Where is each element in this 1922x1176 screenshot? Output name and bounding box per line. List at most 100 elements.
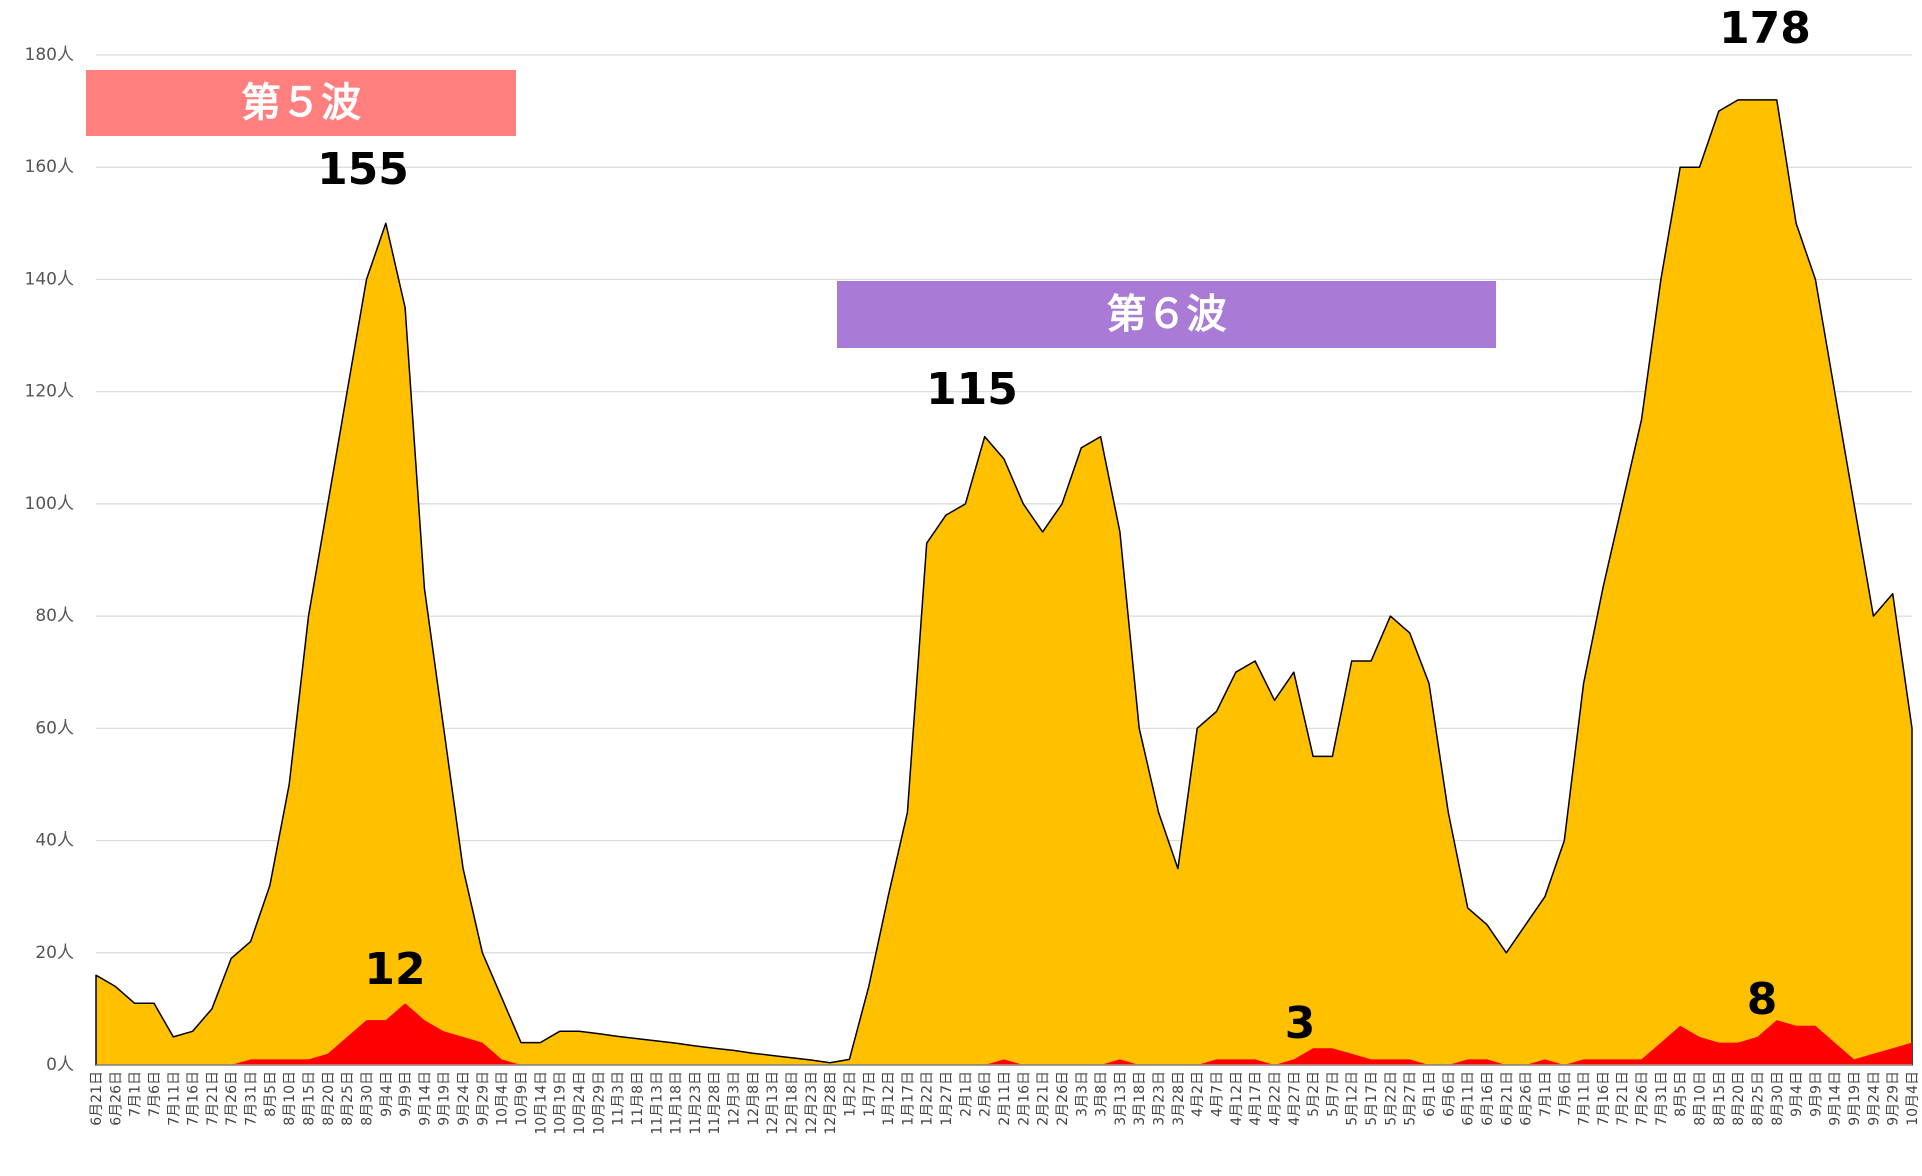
y-tick-label: 60人 [35,718,74,738]
x-tick-label: 2月21日 [1036,1071,1052,1126]
x-tick-label: 5月12日 [1345,1071,1361,1126]
x-tick-label: 6月1日 [1422,1071,1438,1117]
x-tick-label: 6月26日 [1519,1071,1535,1126]
annotation: 115 [926,364,1018,415]
x-tick-label: 11月23日 [688,1071,704,1135]
x-tick-label: 3月23日 [1152,1071,1168,1126]
x-tick-label: 8月30日 [359,1071,375,1126]
x-tick-label: 11月28日 [707,1071,723,1135]
x-tick-label: 1月7日 [862,1071,878,1117]
x-tick-label: 7月26日 [224,1071,240,1126]
x-tick-label: 9月29日 [475,1071,491,1126]
x-tick-label: 1月22日 [920,1071,936,1126]
x-tick-label: 3月28日 [1171,1071,1187,1126]
x-tick-label: 8月15日 [1712,1071,1728,1126]
x-tick-label: 6月26日 [108,1071,124,1126]
x-tick-label: 5月27日 [1403,1071,1419,1126]
x-tick-label: 8月5日 [1673,1071,1689,1117]
annotation: 155 [317,144,409,195]
y-tick-label: 100人 [25,494,74,514]
x-tick-label: 10月19日 [553,1071,569,1135]
x-tick-label: 11月8日 [630,1071,646,1126]
x-tick-label: 7月11日 [166,1071,182,1126]
x-tick-label: 4月2日 [1190,1071,1206,1117]
x-tick-label: 12月3日 [727,1071,743,1126]
x-tick-label: 8月5日 [263,1071,279,1117]
x-tick-label: 8月25日 [1750,1071,1766,1126]
x-tick-label: 8月20日 [321,1071,337,1126]
x-tick-label: 10月4日 [495,1071,511,1126]
x-tick-label: 11月18日 [669,1071,685,1135]
x-tick-label: 9月14日 [417,1071,433,1126]
x-tick-label: 9月14日 [1828,1071,1844,1126]
x-tick-label: 8月30日 [1770,1071,1786,1126]
x-tick-label: 2月16日 [1016,1071,1032,1126]
y-tick-label: 180人 [25,45,74,65]
x-tick-label: 8月20日 [1731,1071,1747,1126]
x-tick-label: 10月9日 [514,1071,530,1126]
x-tick-label: 6月21日 [89,1071,105,1126]
x-tick-label: 11月3日 [611,1071,627,1126]
area [96,1003,1912,1065]
y-tick-label: 140人 [25,269,74,289]
x-tick-label: 10月14日 [533,1071,549,1135]
x-tick-label: 4月22日 [1267,1071,1283,1126]
x-tick-label: 7月6日 [147,1071,163,1117]
x-tick-label: 9月24日 [1866,1071,1882,1126]
annotation: 178 [1719,3,1811,54]
x-tick-label: 10月29日 [591,1071,607,1135]
x-tick-label: 7月6日 [1557,1071,1573,1117]
x-tick-label: 7月21日 [205,1071,221,1126]
x-tick-label: 1月2日 [842,1071,858,1117]
y-tick-label: 0人 [46,1055,74,1075]
x-tick-label: 12月18日 [784,1071,800,1135]
x-tick-label: 5月22日 [1383,1071,1399,1126]
x-tick-label: 8月15日 [302,1071,318,1126]
x-tick-label: 2月6日 [978,1071,994,1117]
x-tick-label: 8月10日 [282,1071,298,1126]
area [95,99,1913,1066]
x-tick-label: 2月1日 [958,1071,974,1117]
x-tick-label: 5月17日 [1364,1071,1380,1126]
x-tick-label: 12月28日 [823,1071,839,1135]
x-tick-label: 7月1日 [128,1071,144,1117]
x-tick-label: 7月31日 [1654,1071,1670,1126]
x-tick-label: 7月1日 [1538,1071,1554,1117]
x-tick-label: 7月31日 [244,1071,260,1126]
x-tick-label: 7月16日 [186,1071,202,1126]
y-tick-label: 20人 [35,943,74,963]
x-tick-label: 9月4日 [1789,1071,1805,1117]
y-tick-label: 40人 [35,831,74,851]
x-tick-label: 9月4日 [379,1071,395,1117]
x-tick-label: 10月24日 [572,1071,588,1135]
x-tick-label: 7月26日 [1635,1071,1651,1126]
x-tick-label: 2月26日 [1055,1071,1071,1126]
banner-text: 第５波 [241,80,361,126]
banner [86,70,516,136]
x-tick-label: 12月23日 [804,1071,820,1135]
annotation: 3 [1285,998,1316,1049]
y-tick-label: 160人 [25,157,74,177]
x-tick-label: 12月13日 [765,1071,781,1135]
x-tick-label: 1月17日 [900,1071,916,1126]
x-tick-label: 4月7日 [1210,1071,1226,1117]
x-tick-label: 4月17日 [1248,1071,1264,1126]
x-tick-label: 9月9日 [398,1071,414,1117]
banner-text: 第６波 [1107,292,1227,338]
x-tick-label: 3月8日 [1094,1071,1110,1117]
banner [837,281,1496,348]
x-tick-label: 3月3日 [1074,1071,1090,1117]
x-tick-label: 1月27日 [939,1071,955,1126]
y-tick-label: 80人 [35,606,74,626]
x-tick-label: 9月19日 [437,1071,453,1126]
x-tick-label: 5月7日 [1325,1071,1341,1117]
x-tick-label: 8月25日 [340,1071,356,1126]
annotation: 8 [1747,974,1778,1025]
x-tick-label: 6月11日 [1461,1071,1477,1126]
x-tick-label: 7月16日 [1596,1071,1612,1126]
x-tick-label: 5月2日 [1306,1071,1322,1117]
x-tick-label: 10月4日 [1905,1071,1921,1126]
x-tick-label: 4月27日 [1287,1071,1303,1126]
x-tick-label: 3月13日 [1113,1071,1129,1126]
